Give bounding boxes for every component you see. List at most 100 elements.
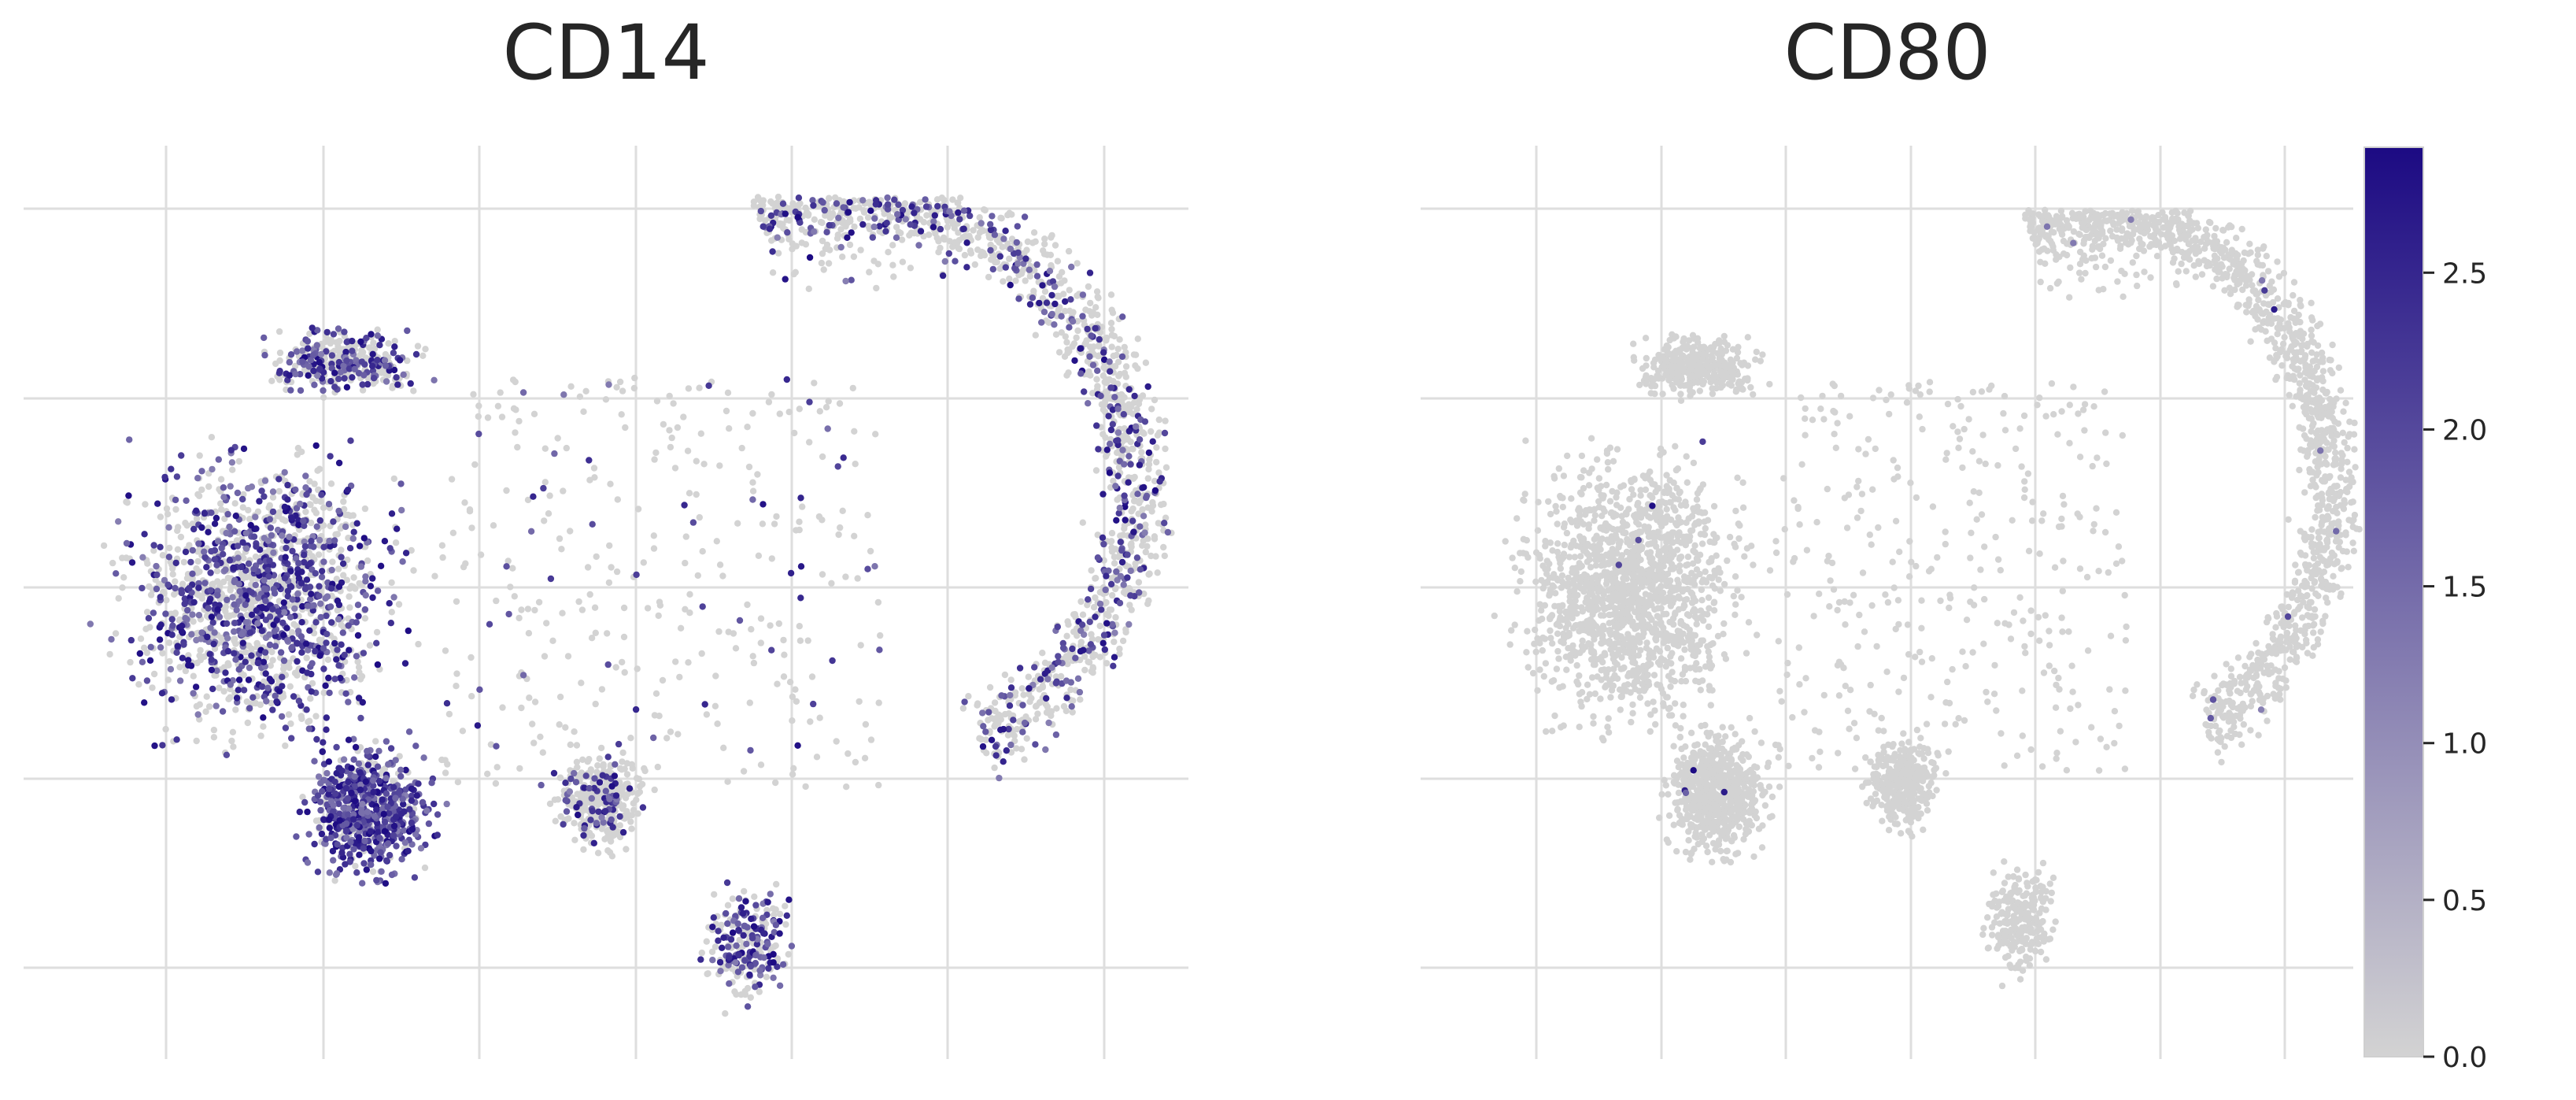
cell-point <box>697 514 703 520</box>
cell-point <box>235 490 241 496</box>
cell-point <box>213 515 220 521</box>
cell-point <box>264 567 271 573</box>
cell-point <box>383 880 389 887</box>
cell-point <box>363 592 369 598</box>
cell-point <box>302 543 309 550</box>
cell-point <box>1140 484 1147 491</box>
cell-point <box>540 485 546 491</box>
cell-point <box>1055 293 1062 299</box>
cell-point <box>1115 372 1122 379</box>
cell-point <box>462 561 468 567</box>
cell-point <box>370 869 376 875</box>
cell-point <box>1095 554 1101 561</box>
cell-point <box>621 634 627 640</box>
cell-point <box>246 665 253 671</box>
cell-point <box>541 653 548 659</box>
cell-point <box>885 201 891 207</box>
cell-point <box>855 575 861 581</box>
cell-point <box>1006 710 1012 717</box>
cell-point <box>651 545 657 551</box>
cell-point <box>1103 587 1109 593</box>
cell-point <box>151 671 157 677</box>
cell-point <box>619 411 625 417</box>
cell-point <box>368 861 374 868</box>
cell-point <box>663 735 670 741</box>
cell-point <box>726 628 732 635</box>
cell-point <box>282 575 288 581</box>
cell-point <box>290 621 297 628</box>
cell-point <box>699 950 705 956</box>
cell-point <box>1015 223 1021 229</box>
cell-point <box>284 637 290 643</box>
cell-point <box>766 398 772 405</box>
cell-point <box>1047 268 1053 274</box>
cell-point <box>369 594 375 601</box>
cell-point <box>312 619 319 625</box>
cell-point <box>374 357 380 363</box>
cell-point <box>793 698 800 705</box>
cell-point <box>220 484 227 491</box>
cell-point <box>612 761 618 768</box>
cell-point <box>403 550 409 556</box>
cell-point <box>232 500 238 506</box>
cell-point <box>144 677 150 683</box>
cell-point <box>672 465 678 471</box>
cell-point <box>1136 579 1142 585</box>
cell-point <box>516 765 523 772</box>
cell-point <box>633 797 639 803</box>
cell-point <box>166 545 172 551</box>
cell-point <box>780 637 786 643</box>
cell-point <box>932 212 938 218</box>
cell-point <box>328 585 334 591</box>
cell-point <box>325 675 331 681</box>
cell-point <box>157 621 164 628</box>
cell-point <box>911 230 917 236</box>
cell-point <box>1070 318 1076 324</box>
cell-point <box>357 676 364 682</box>
cell-point <box>320 665 327 672</box>
cell-point <box>294 348 300 354</box>
cell-point <box>230 729 236 735</box>
cell-point <box>749 410 756 417</box>
cell-point <box>224 597 230 603</box>
cell-point <box>579 606 586 613</box>
cell-point <box>749 496 756 502</box>
cell-point <box>620 829 626 835</box>
cell-point <box>782 276 789 282</box>
cell-point <box>169 616 176 622</box>
cell-point <box>842 573 848 580</box>
cell-point <box>309 553 316 559</box>
cell-point <box>499 413 505 420</box>
cell-point <box>194 738 200 744</box>
cell-point <box>1740 505 1746 511</box>
cell-point <box>493 780 499 787</box>
cell-point <box>1066 324 1072 331</box>
cell-point <box>651 456 657 462</box>
cell-point <box>712 672 719 679</box>
cell-point <box>722 1010 728 1017</box>
cell-point <box>388 620 394 626</box>
cell-point <box>829 657 835 664</box>
cell-point <box>1125 453 1132 459</box>
cell-point <box>773 513 779 520</box>
cell-point <box>353 619 360 625</box>
cell-point <box>236 666 242 672</box>
cell-point <box>819 571 826 577</box>
cell-point <box>1114 406 1121 412</box>
cell-point <box>113 570 119 576</box>
cell-point <box>1156 417 1162 423</box>
cell-point <box>817 715 823 721</box>
cell-point <box>419 353 426 359</box>
cell-point <box>279 620 286 626</box>
cell-point <box>1080 520 1086 526</box>
cell-point <box>1122 370 1128 376</box>
cell-point <box>645 605 651 611</box>
cell-point <box>197 647 203 654</box>
cell-point <box>1075 676 1081 682</box>
cell-point <box>893 224 900 230</box>
cell-point <box>298 713 305 719</box>
cell-point <box>241 446 247 452</box>
cell-point <box>1130 528 1136 535</box>
cell-point <box>350 816 357 822</box>
cell-point <box>1071 357 1077 364</box>
